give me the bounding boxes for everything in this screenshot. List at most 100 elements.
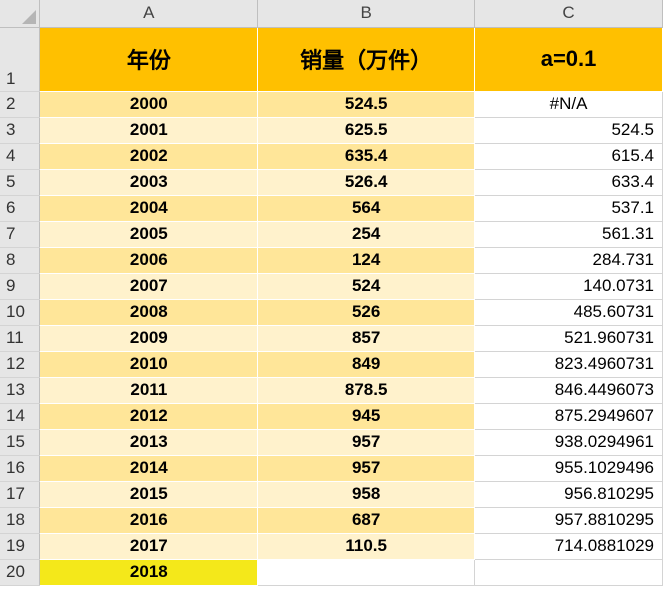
smoothed-value-cell[interactable]: 846.4496073 [474, 377, 663, 404]
row-header[interactable]: 19 [0, 533, 41, 560]
smoothed-value-cell[interactable]: 485.60731 [474, 299, 663, 326]
table-row: 20 2018 [0, 559, 663, 586]
smoothed-value-cell[interactable]: 615.4 [474, 143, 663, 170]
year-cell[interactable]: 2012 [39, 403, 259, 430]
smoothed-value-cell[interactable]: 561.31 [474, 221, 663, 248]
year-cell[interactable]: 2018 [39, 559, 259, 586]
year-cell[interactable]: 2003 [39, 169, 259, 196]
smoothed-value-cell[interactable]: 823.4960731 [474, 351, 663, 378]
header-cell-sales[interactable]: 销量（万件） [257, 27, 476, 92]
row-header[interactable]: 16 [0, 455, 41, 482]
row-header[interactable]: 10 [0, 299, 41, 326]
column-header-b[interactable]: B [257, 0, 476, 28]
year-cell[interactable]: 2009 [39, 325, 259, 352]
row-header[interactable]: 7 [0, 221, 41, 248]
year-cell[interactable]: 2006 [39, 247, 259, 274]
sales-cell[interactable]: 124 [257, 247, 476, 274]
smoothed-value-cell[interactable]: 524.5 [474, 117, 663, 144]
year-cell[interactable]: 2010 [39, 351, 259, 378]
sales-cell[interactable]: 564 [257, 195, 476, 222]
sales-cell[interactable]: 110.5 [257, 533, 476, 560]
header-cell-year[interactable]: 年份 [39, 27, 259, 92]
year-cell[interactable]: 2015 [39, 481, 259, 508]
smoothed-value-cell[interactable]: 284.731 [474, 247, 663, 274]
table-row: 12 2010 849 823.4960731 [0, 351, 663, 378]
smoothed-value-cell[interactable]: 955.1029496 [474, 455, 663, 482]
table-row: 16 2014 957 955.1029496 [0, 455, 663, 482]
table-row: 15 2013 957 938.0294961 [0, 429, 663, 456]
year-cell[interactable]: 2017 [39, 533, 259, 560]
smoothed-value-cell[interactable]: 537.1 [474, 195, 663, 222]
smoothed-value-cell[interactable]: 140.0731 [474, 273, 663, 300]
sales-cell[interactable]: 857 [257, 325, 476, 352]
year-cell[interactable]: 2002 [39, 143, 259, 170]
select-all-triangle-icon [22, 9, 37, 24]
sales-cell[interactable]: 957 [257, 455, 476, 482]
row-header[interactable]: 20 [0, 559, 41, 586]
year-cell[interactable]: 2011 [39, 377, 259, 404]
column-header-c[interactable]: C [474, 0, 663, 28]
row-header[interactable]: 12 [0, 351, 41, 378]
year-cell[interactable]: 2007 [39, 273, 259, 300]
year-cell[interactable]: 2016 [39, 507, 259, 534]
smoothed-value-cell[interactable]: 714.0881029 [474, 533, 663, 560]
sales-cell[interactable]: 958 [257, 481, 476, 508]
smoothed-value-cell[interactable]: 633.4 [474, 169, 663, 196]
year-cell[interactable]: 2001 [39, 117, 259, 144]
sales-cell[interactable]: 625.5 [257, 117, 476, 144]
row-header[interactable]: 15 [0, 429, 41, 456]
sales-cell[interactable]: 524.5 [257, 91, 476, 118]
row-header[interactable]: 5 [0, 169, 41, 196]
year-cell[interactable]: 2004 [39, 195, 259, 222]
header-row: 1 年份 销量（万件） a=0.1 [0, 27, 663, 92]
sales-cell[interactable]: 687 [257, 507, 476, 534]
row-header[interactable]: 2 [0, 91, 41, 118]
empty-cell[interactable] [257, 559, 476, 586]
column-header-a[interactable]: A [39, 0, 259, 28]
row-header[interactable]: 18 [0, 507, 41, 534]
sales-cell[interactable]: 254 [257, 221, 476, 248]
row-header[interactable]: 3 [0, 117, 41, 144]
smoothed-value-cell[interactable]: 875.2949607 [474, 403, 663, 430]
sales-cell[interactable]: 849 [257, 351, 476, 378]
sales-cell[interactable]: 526.4 [257, 169, 476, 196]
smoothed-value-cell[interactable]: 956.810295 [474, 481, 663, 508]
column-header-row: A B C [0, 0, 663, 28]
row-header[interactable]: 11 [0, 325, 41, 352]
year-cell[interactable]: 2013 [39, 429, 259, 456]
select-all-corner[interactable] [0, 0, 41, 28]
year-cell[interactable]: 2014 [39, 455, 259, 482]
row-header[interactable]: 1 [0, 27, 41, 92]
row-header[interactable]: 4 [0, 143, 41, 170]
table-row: 4 2002 635.4 615.4 [0, 143, 663, 170]
table-row: 3 2001 625.5 524.5 [0, 117, 663, 144]
table-row: 5 2003 526.4 633.4 [0, 169, 663, 196]
row-header[interactable]: 14 [0, 403, 41, 430]
smoothed-value-cell[interactable]: 521.960731 [474, 325, 663, 352]
smoothed-value-cell[interactable]: #N/A [474, 91, 663, 118]
table-row: 14 2012 945 875.2949607 [0, 403, 663, 430]
sales-cell[interactable]: 526 [257, 299, 476, 326]
sales-cell[interactable]: 878.5 [257, 377, 476, 404]
row-header[interactable]: 17 [0, 481, 41, 508]
row-header[interactable]: 13 [0, 377, 41, 404]
sales-cell[interactable]: 945 [257, 403, 476, 430]
year-cell[interactable]: 2005 [39, 221, 259, 248]
sales-cell[interactable]: 524 [257, 273, 476, 300]
year-cell[interactable]: 2000 [39, 91, 259, 118]
table-row: 6 2004 564 537.1 [0, 195, 663, 222]
sales-cell[interactable]: 957 [257, 429, 476, 456]
table-row: 19 2017 110.5 714.0881029 [0, 533, 663, 560]
empty-cell[interactable] [474, 559, 663, 586]
smoothed-value-cell[interactable]: 938.0294961 [474, 429, 663, 456]
sales-cell[interactable]: 635.4 [257, 143, 476, 170]
row-header[interactable]: 9 [0, 273, 41, 300]
table-row: 17 2015 958 956.810295 [0, 481, 663, 508]
smoothed-value-cell[interactable]: 957.8810295 [474, 507, 663, 534]
row-header[interactable]: 8 [0, 247, 41, 274]
row-header[interactable]: 6 [0, 195, 41, 222]
header-cell-alpha[interactable]: a=0.1 [474, 27, 663, 92]
year-cell[interactable]: 2008 [39, 299, 259, 326]
table-row: 13 2011 878.5 846.4496073 [0, 377, 663, 404]
